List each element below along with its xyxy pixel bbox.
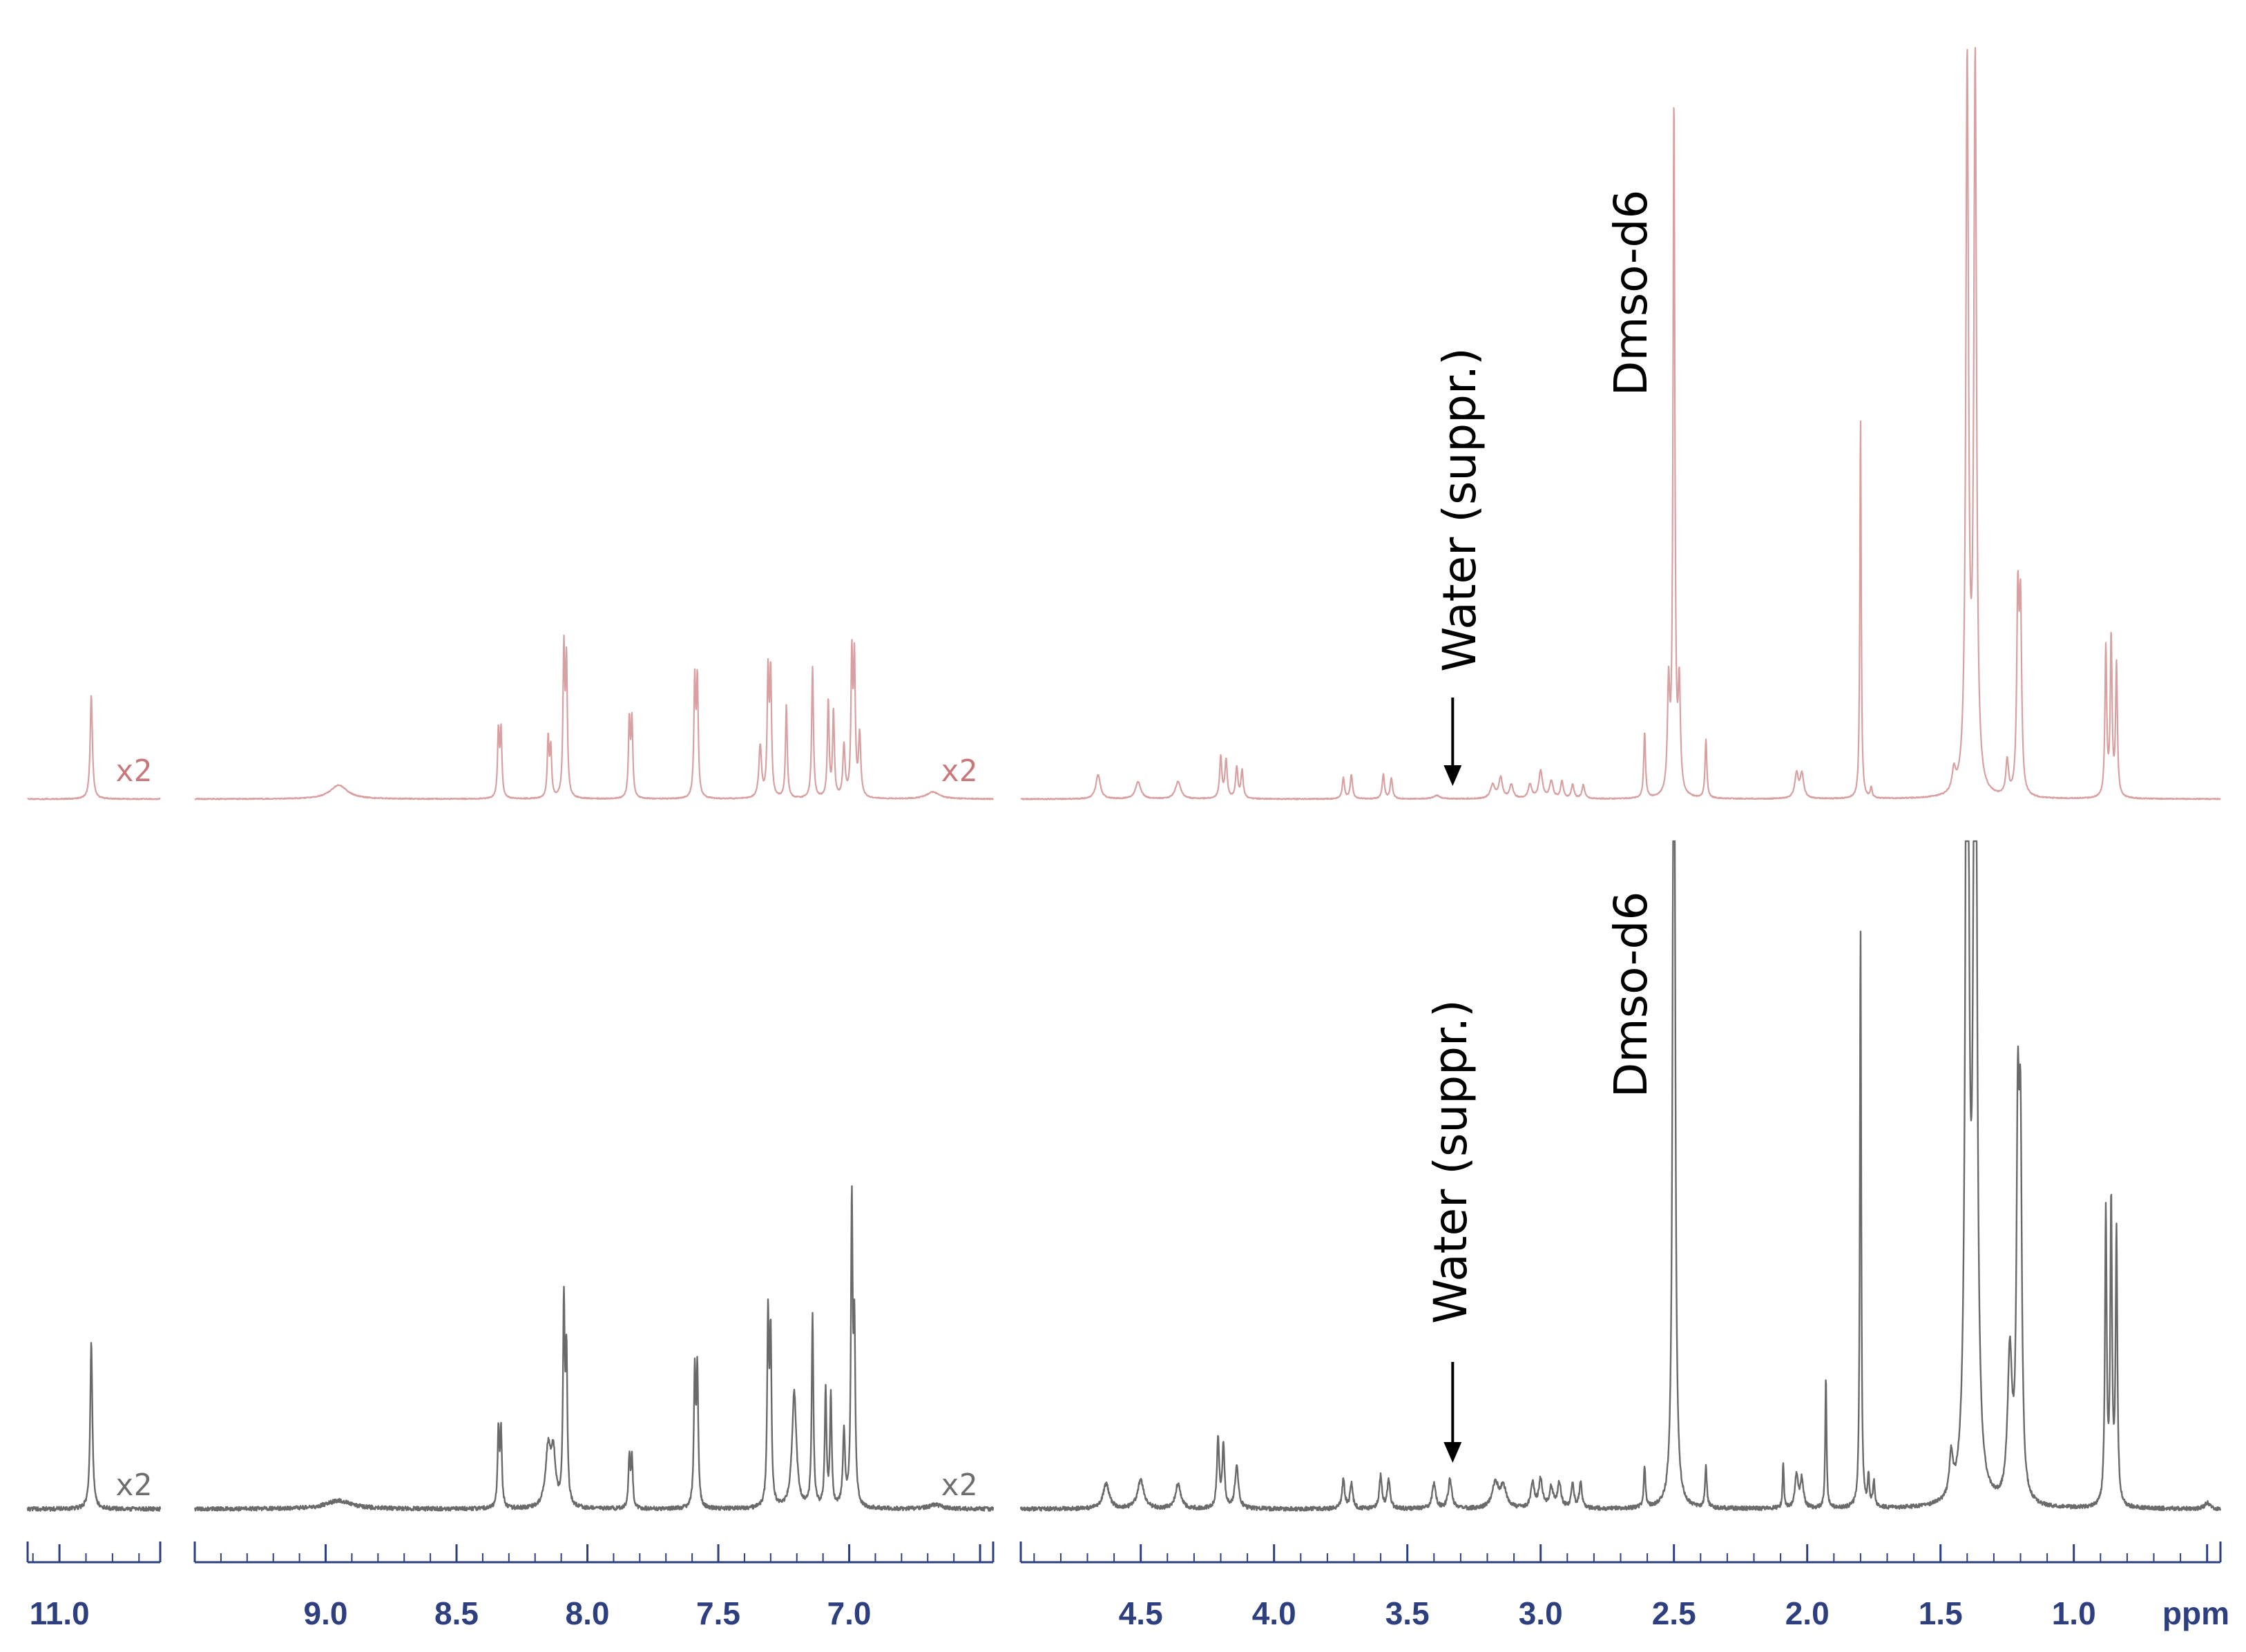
scale-factor-label-top: x2 <box>941 753 977 789</box>
tick-label: 4.5 <box>1119 1595 1163 1631</box>
tick-label: 8.5 <box>434 1595 479 1631</box>
spectrum-bottom <box>26 840 2222 1512</box>
tick-label: 11.0 <box>30 1595 90 1631</box>
tick-label: 4.0 <box>1252 1595 1296 1631</box>
tick-label: 1.0 <box>2052 1595 2096 1631</box>
tick-label: 7.5 <box>696 1595 740 1631</box>
scale-factor-label-bottom: x2 <box>941 1468 977 1503</box>
tick-label: 1.5 <box>1919 1595 1963 1631</box>
trace-bottom-region-aliphatic <box>1019 840 2222 1512</box>
solvent-label-bottom: Dmso-d6 <box>1604 892 1658 1098</box>
tick-label: 8.0 <box>566 1595 610 1631</box>
tick-label: 9.0 <box>304 1595 348 1631</box>
scale-factor-label-bottom: x2 <box>115 1468 152 1503</box>
water-arrow-head-top <box>1443 765 1462 786</box>
trace-top-region-aromatic <box>194 634 994 800</box>
spectrum-top <box>27 47 2221 800</box>
trace-top-region-aliphatic <box>1020 47 2221 800</box>
water-label-bottom: Water (suppr.) <box>1424 999 1477 1324</box>
x-axis-label: ppm <box>2162 1595 2229 1631</box>
annotations: Dmso-d6 Water (suppr.) Dmso-d6 Water (suppr… <box>115 190 1658 1503</box>
water-label-top: Water (suppr.) <box>1433 347 1486 672</box>
spectrum-traces <box>26 47 2222 1512</box>
water-arrow-head-bottom <box>1443 1442 1462 1463</box>
tick-label: 2.0 <box>1785 1595 1830 1631</box>
trace-bottom-region-amide <box>26 1342 162 1512</box>
tick-label: 7.0 <box>827 1595 872 1631</box>
tick-label: 3.0 <box>1519 1595 1563 1631</box>
tick-label: 2.5 <box>1652 1595 1696 1631</box>
tick-label: 3.5 <box>1385 1595 1430 1631</box>
scale-factor-label-top: x2 <box>115 753 152 789</box>
ppm-axis: 11.0 9.0 8.5 8.0 7.5 7.0 4.5 4.0 3.5 3.0 2.5 2.0 1.5… <box>26 1541 2229 1631</box>
trace-bottom-region-aromatic <box>193 1185 995 1512</box>
trace-top-region-amide <box>27 695 161 800</box>
solvent-label-top: Dmso-d6 <box>1604 190 1658 396</box>
